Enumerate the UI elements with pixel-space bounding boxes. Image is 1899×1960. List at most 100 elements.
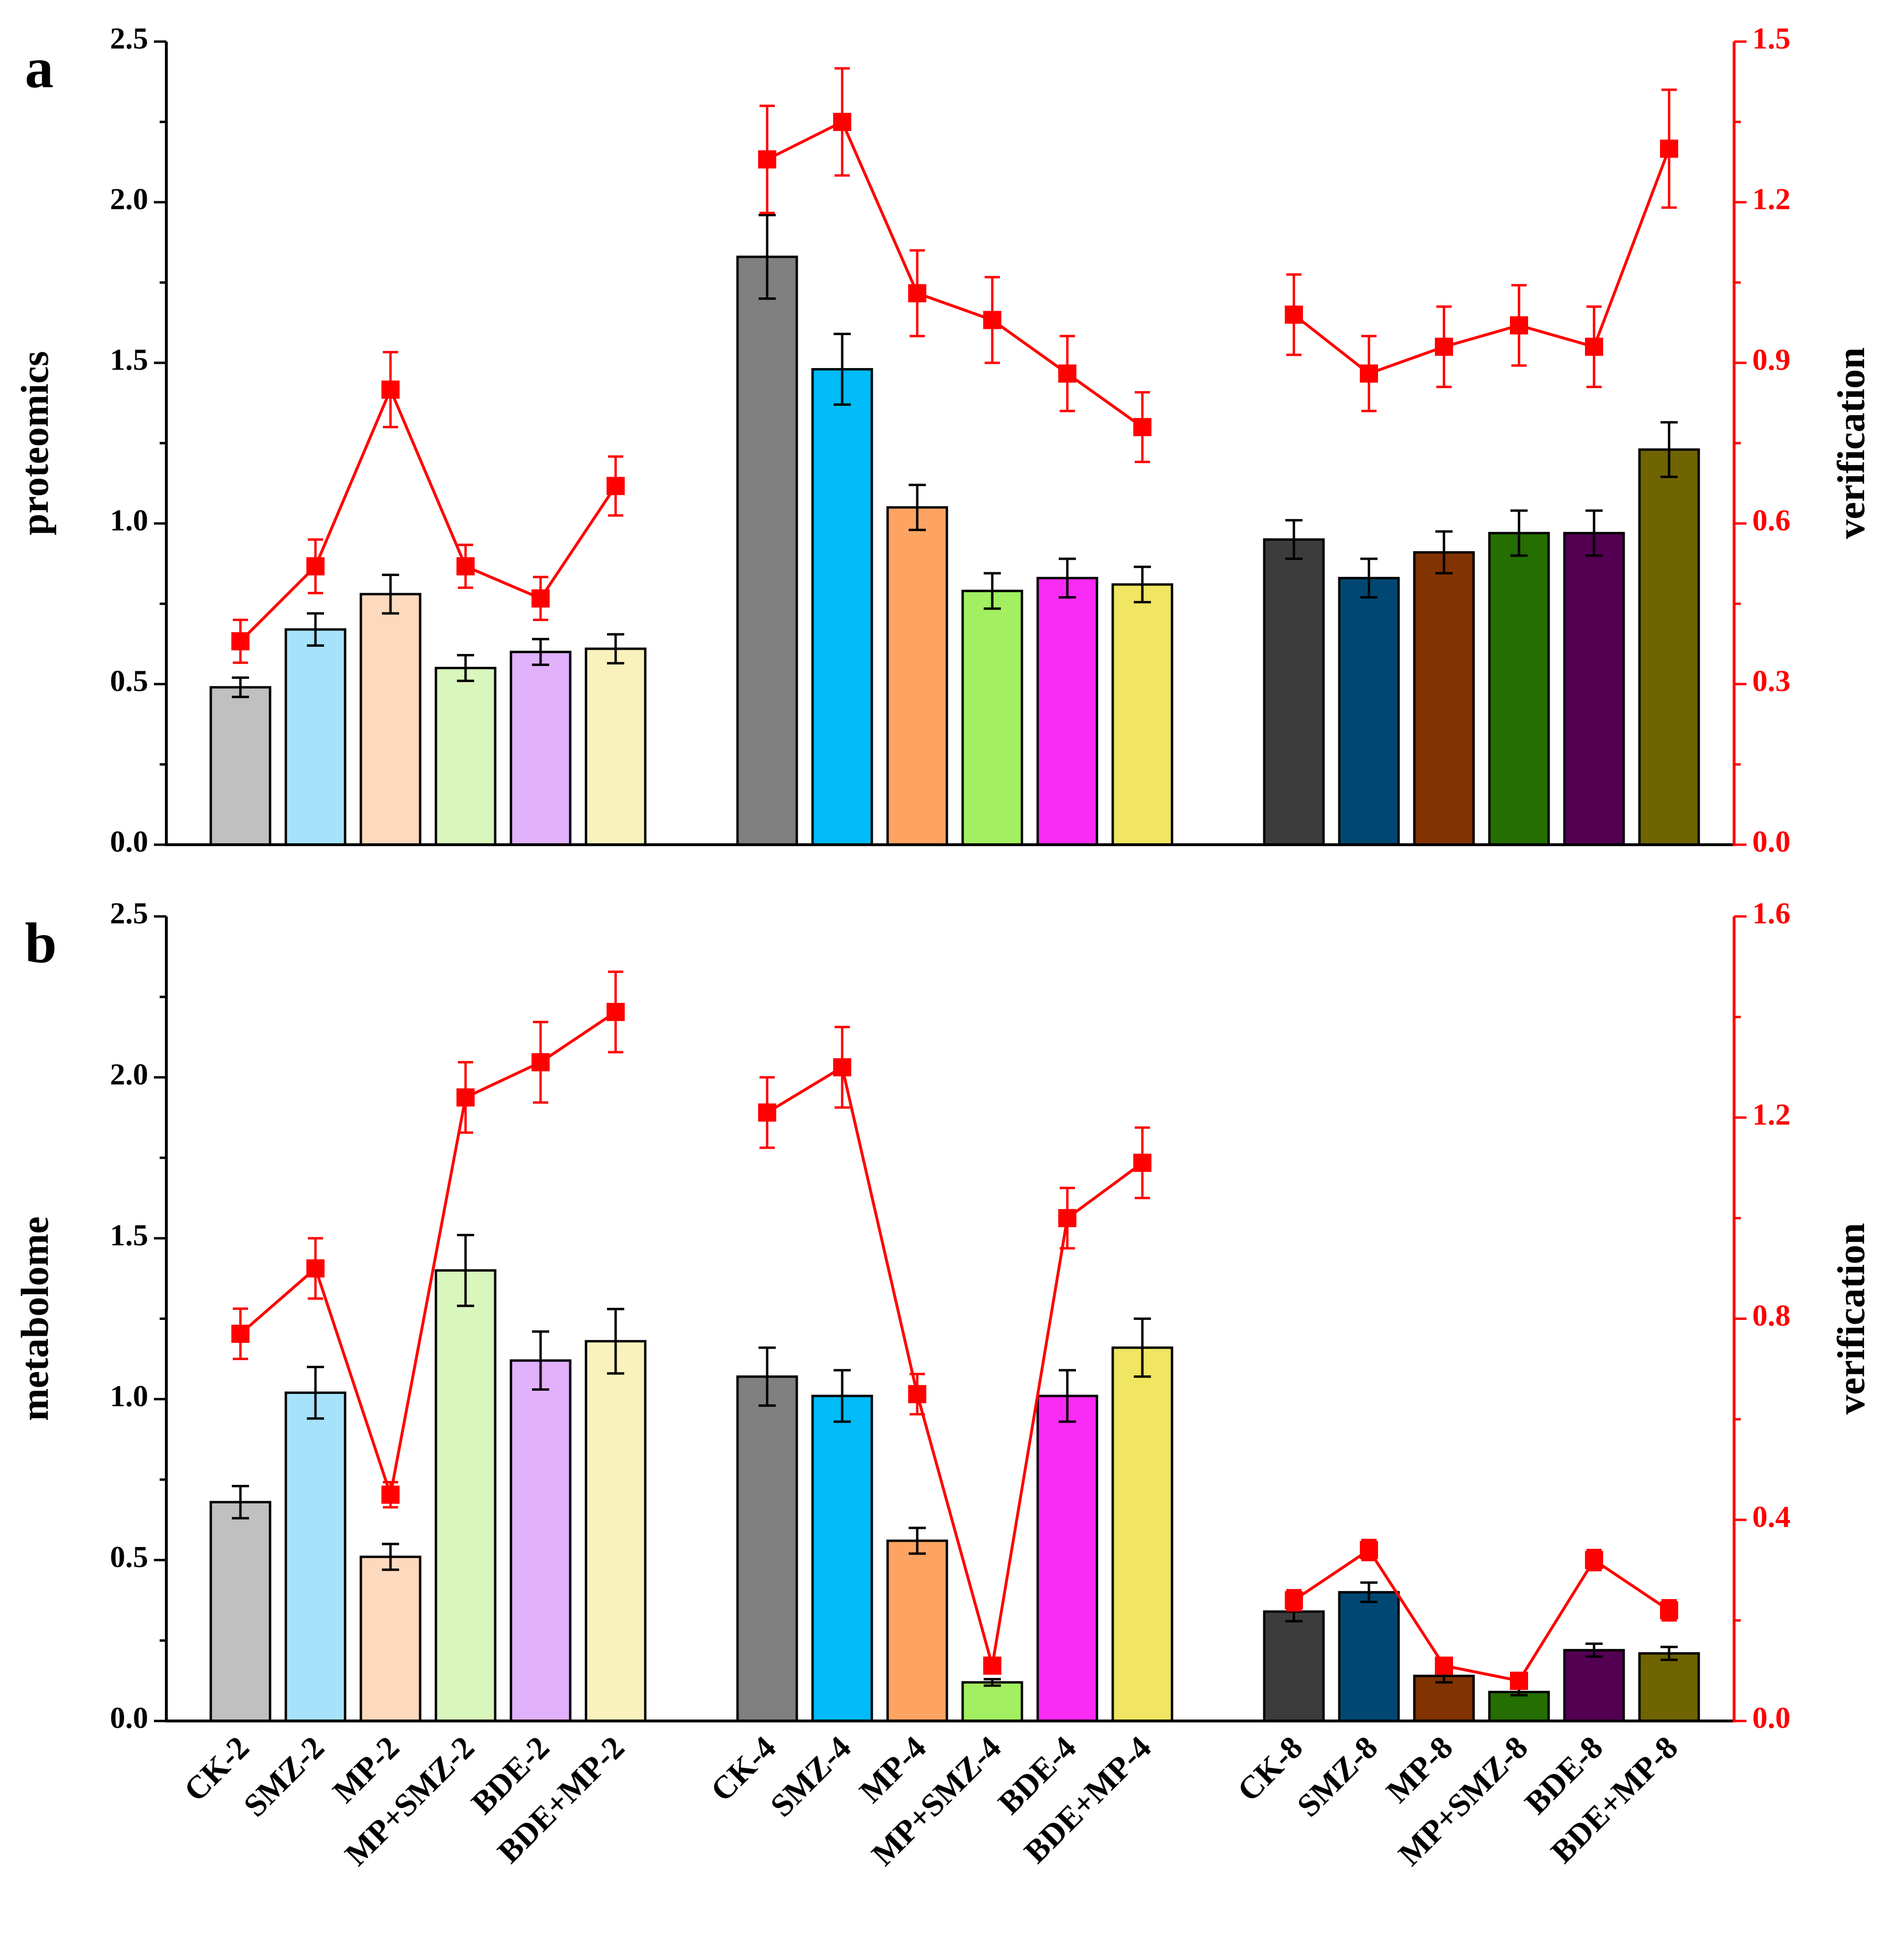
bar xyxy=(209,686,271,846)
x-tick-label: SMZ-8 xyxy=(1290,1729,1385,1824)
bar xyxy=(510,1359,572,1722)
verification-point xyxy=(607,477,625,495)
verification-point xyxy=(758,1103,776,1122)
verification-point xyxy=(1660,1601,1678,1620)
bar xyxy=(811,368,873,846)
y2-tick-label: 1.5 xyxy=(1752,22,1790,55)
y-tick-label: 1.5 xyxy=(110,1218,148,1252)
bar xyxy=(284,1391,347,1722)
y-tick-label: 0.0 xyxy=(110,1701,148,1735)
bar xyxy=(736,1375,798,1722)
y2-tick-label: 0.0 xyxy=(1752,1701,1790,1735)
verification-point xyxy=(607,1002,625,1021)
y2-tick-label: 1.2 xyxy=(1752,182,1790,216)
verification-point xyxy=(983,311,1001,329)
bar xyxy=(284,628,347,846)
verification-point xyxy=(1585,1551,1603,1569)
verification-point xyxy=(1285,1591,1303,1610)
verification-point xyxy=(381,381,400,399)
y-tick-label: 1.0 xyxy=(110,503,148,537)
y2-tick-label: 0.9 xyxy=(1752,343,1790,377)
verification-point xyxy=(1510,1671,1528,1690)
y2-tick-label: 1.2 xyxy=(1752,1097,1790,1131)
bar xyxy=(359,1556,422,1722)
verification-point xyxy=(1058,1209,1076,1228)
verification-point xyxy=(1510,316,1528,335)
y2-tick-label: 0.3 xyxy=(1752,664,1790,698)
panel-letter: a xyxy=(25,36,54,100)
bar xyxy=(1263,538,1325,846)
bar xyxy=(1413,551,1475,846)
y-tick-label: 0.0 xyxy=(110,825,148,859)
verification-point xyxy=(231,1325,250,1343)
verification-line xyxy=(1293,1548,1670,1683)
chart-panel-a: a 0.0 0.5 1.0 1.5 2.0 2.5 0.0 0.3 0.6 0.9 1.2 1.5 pro… xyxy=(13,22,1873,859)
bar xyxy=(736,255,798,846)
verification-point xyxy=(456,1088,475,1107)
verification-point xyxy=(908,1385,926,1404)
verification-point xyxy=(532,1053,550,1072)
bar xyxy=(434,1269,497,1722)
bar xyxy=(1638,448,1700,846)
verification-line xyxy=(766,1065,1143,1666)
verification-point xyxy=(381,1485,400,1504)
bar xyxy=(1036,1394,1098,1722)
bar xyxy=(1338,577,1400,846)
y2-tick-label: 1.6 xyxy=(1752,896,1790,930)
bar xyxy=(209,1501,271,1722)
verification-point xyxy=(1585,338,1603,356)
y-tick-label: 0.5 xyxy=(110,664,148,698)
bar xyxy=(585,647,647,846)
verification-point xyxy=(833,113,851,131)
y-tick-label: 1.0 xyxy=(110,1379,148,1413)
y-tick-label: 2.5 xyxy=(110,22,148,55)
verification-point xyxy=(1660,140,1678,158)
verification-point xyxy=(456,557,475,576)
verification-point xyxy=(1133,418,1151,436)
bar xyxy=(434,666,497,846)
verification-point xyxy=(983,1656,1001,1675)
bar xyxy=(1263,1610,1325,1722)
verification-point xyxy=(908,284,926,303)
y-axis-title: metabolome xyxy=(13,1216,56,1421)
verification-point xyxy=(758,150,776,169)
panel-letter: b xyxy=(25,911,57,975)
bar xyxy=(1638,1652,1700,1722)
chart-panel-b: b 0.0 0.5 1.0 1.5 2.0 2.5 0.0 0.4 0.8 1.2 1.6 metabo… xyxy=(13,896,1873,1735)
y-axis-title: proteomics xyxy=(13,351,56,535)
verification-point xyxy=(231,632,250,651)
y2-tick-label: 0.6 xyxy=(1752,503,1790,537)
bar xyxy=(961,1681,1023,1722)
bar xyxy=(1563,1649,1625,1722)
y-tick-label: 2.0 xyxy=(110,182,148,216)
y-tick-label: 0.5 xyxy=(110,1540,148,1574)
verification-point xyxy=(1058,364,1076,383)
verification-point xyxy=(833,1058,851,1077)
y2-tick-label: 0.8 xyxy=(1752,1298,1790,1332)
x-tick-label: SMZ-2 xyxy=(237,1729,331,1824)
verification-point xyxy=(1133,1154,1151,1172)
y-tick-label: 2.0 xyxy=(110,1057,148,1091)
bar xyxy=(585,1340,647,1722)
verification-point xyxy=(306,1259,325,1278)
verification-point xyxy=(1285,305,1303,324)
verification-point xyxy=(532,589,550,608)
bar xyxy=(961,589,1023,846)
bar xyxy=(886,506,948,846)
verification-line xyxy=(766,120,1143,428)
y-tick-label: 2.5 xyxy=(110,896,148,930)
verification-point xyxy=(1435,338,1453,356)
bar xyxy=(359,593,422,846)
bar xyxy=(510,651,572,846)
verification-line xyxy=(239,1011,617,1501)
bar xyxy=(1338,1591,1400,1722)
y-tick-label: 1.5 xyxy=(110,343,148,377)
verification-point xyxy=(306,557,325,576)
verification-line xyxy=(239,386,617,642)
verification-line xyxy=(1293,148,1671,375)
y2-tick-label: 0.0 xyxy=(1752,825,1790,859)
y2-axis-title: verification xyxy=(1829,348,1873,539)
x-tick-label: SMZ-4 xyxy=(763,1729,858,1824)
